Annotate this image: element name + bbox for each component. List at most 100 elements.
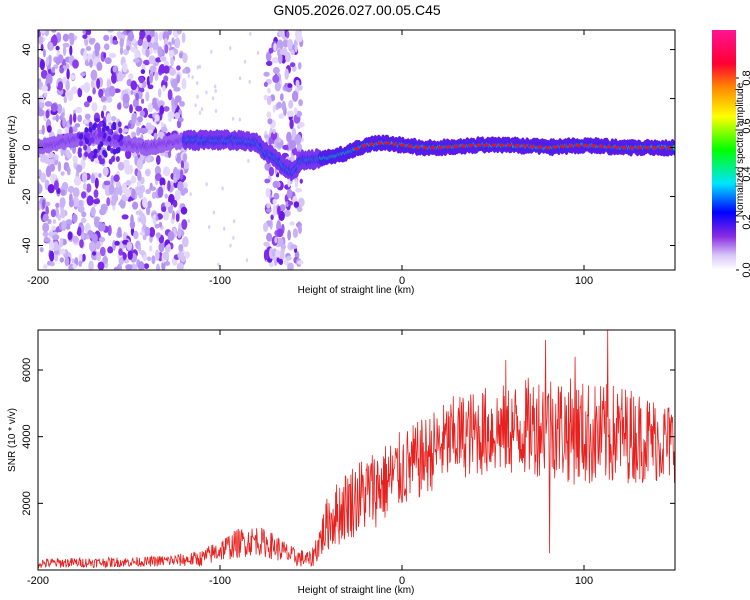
spectrogram-noise-speck [268, 47, 274, 54]
spectrogram-noise-speck [108, 183, 115, 194]
snr-frame [37, 329, 676, 571]
spectrogram-noise-speck [155, 216, 159, 221]
spectrogram-track-cell [78, 151, 82, 158]
spectrogram-peak-cell [613, 145, 620, 149]
spectrogram-noise-speck [138, 76, 145, 84]
spectrogram-noise-speck [266, 111, 272, 119]
spectrogram-noise-speck [44, 101, 53, 107]
spectrogram-track-cell [85, 138, 89, 145]
spectrogram-noise-speck [289, 118, 294, 130]
spectrogram-noise-speck [266, 203, 271, 209]
spectrogram-noise-speck [65, 79, 70, 91]
spectrogram-peak-cell [606, 145, 612, 149]
spectrogram-track-cell [101, 126, 106, 133]
spectrogram-noise-speck [81, 211, 87, 218]
spectrogram-noise-speck [174, 189, 181, 202]
spectrogram-noise-speck [48, 152, 55, 158]
spectrogram-noise-speck [99, 246, 106, 257]
snr-panel: -200 -100 0 100 2000 4000 6000 Height of stra… [7, 329, 676, 596]
spectrogram-noise-speck [272, 104, 276, 113]
spectrogram-peak-cell [453, 144, 459, 148]
spectrogram-track-cell [93, 122, 98, 129]
spectrogram-noise-speck [178, 117, 184, 123]
spectrogram-noise-speck [80, 72, 86, 77]
spectrogram-noise-speck [290, 244, 298, 249]
spectrogram-noise-speck [298, 224, 302, 234]
spectrogram-noise-speck [176, 74, 181, 84]
spectrogram-noise-speck [163, 65, 170, 74]
spectrogram-noise-speck [89, 59, 93, 68]
spectrogram-noise-speck [117, 102, 122, 110]
spectrogram-noise-speck [66, 68, 70, 80]
spectrogram-noise-speck [276, 101, 282, 109]
spectrogram-noise-speck [84, 113, 91, 120]
spectrogram-noise-speck [210, 49, 213, 54]
spectrogram-noise-speck [263, 71, 270, 77]
spectrogram-noise-speck [288, 100, 294, 109]
spectrogram-noise-speck [287, 200, 294, 206]
spectrogram-noise-speck [144, 226, 151, 237]
spectrogram-noise-speck [189, 192, 192, 197]
spectrogram-noise-speck [238, 76, 242, 81]
spectrogram-noise-speck [196, 81, 199, 86]
spectrogram-noise-speck [297, 197, 305, 207]
spectrogram-noise-speck [55, 45, 60, 51]
spectrogram-noise-speck [155, 249, 160, 261]
spectrogram-noise-speck [92, 251, 97, 256]
spectrogram-noise-speck [67, 89, 74, 102]
spectrogram-noise-speck [297, 84, 303, 91]
spectrogram-noise-speck [265, 208, 272, 213]
colorbar-tick-label: 0.8 [741, 70, 750, 85]
spectrogram-peak-cell [583, 143, 589, 147]
spectrogram-noise-speck [69, 34, 75, 46]
spectrogram-noise-speck [160, 122, 164, 127]
spectrogram-track-cell [108, 158, 113, 165]
spectrogram-noise-speck [283, 209, 291, 217]
spectrogram-noise-speck [72, 196, 79, 208]
spectrogram-noise-speck [108, 85, 116, 97]
spectrogram-noise-speck [51, 177, 54, 186]
spectrogram-noise-speck [157, 88, 162, 98]
spectrogram-noise-speck [90, 69, 98, 81]
spectrogram-noise-speck [70, 74, 76, 81]
spectrogram-noise-speck [138, 127, 146, 134]
spectrogram-noise-speck [99, 208, 106, 216]
spectrogram-peak-cell [384, 141, 390, 145]
spectrogram-noise-speck [88, 38, 95, 45]
spectrogram-noise-speck [144, 168, 151, 177]
spectrogram-noise-speck [167, 180, 171, 192]
spectrogram-noise-speck [205, 182, 208, 187]
spectrogram-noise-speck [49, 240, 55, 252]
spectrogram-y-tick-label: 0 [21, 144, 33, 150]
spectrogram-noise-speck [159, 105, 165, 115]
spectrogram-noise-speck [247, 158, 250, 163]
spectrogram-noise-speck [187, 74, 190, 78]
spectrogram-noise-speck [158, 32, 163, 41]
spectrogram-peak-cell [552, 145, 558, 149]
spectrogram-noise-speck [272, 180, 280, 188]
spectrogram-noise-speck [269, 247, 274, 259]
spectrogram-noise-speck [175, 213, 180, 222]
spectrogram-panel: -200 -100 0 100 40 20 0 -20 -40 Height of strai… [7, 29, 676, 296]
spectrogram-noise-speck [295, 79, 300, 87]
spectrogram-noise-speck [208, 225, 211, 230]
spectrogram-noise-speck [90, 206, 96, 217]
spectrogram-noise-speck [45, 205, 49, 216]
spectrogram-noise-speck [41, 30, 46, 34]
spectrogram-noise-speck [265, 52, 272, 62]
spectrogram-noise-speck [183, 162, 189, 170]
colorbar-tick-label: 0.0 [741, 262, 750, 277]
spectrogram-noise-speck [267, 88, 271, 94]
spectrogram-noise-speck [141, 98, 145, 104]
spectrogram-peak-cell [590, 144, 597, 148]
spectrogram-noise-speck [106, 79, 112, 89]
spectrogram-noise-speck [118, 185, 123, 196]
spectrogram-x-tick-label: -100 [209, 275, 231, 287]
spectrogram-noise-speck [272, 74, 280, 83]
spectrogram-noise-speck [40, 96, 45, 103]
spectrogram-noise-speck [52, 234, 60, 240]
spectrogram-track-cell [117, 121, 122, 128]
spectrogram-noise-speck [161, 206, 167, 212]
spectrogram-noise-speck [264, 134, 269, 139]
spectrogram-noise-speck [75, 164, 83, 173]
